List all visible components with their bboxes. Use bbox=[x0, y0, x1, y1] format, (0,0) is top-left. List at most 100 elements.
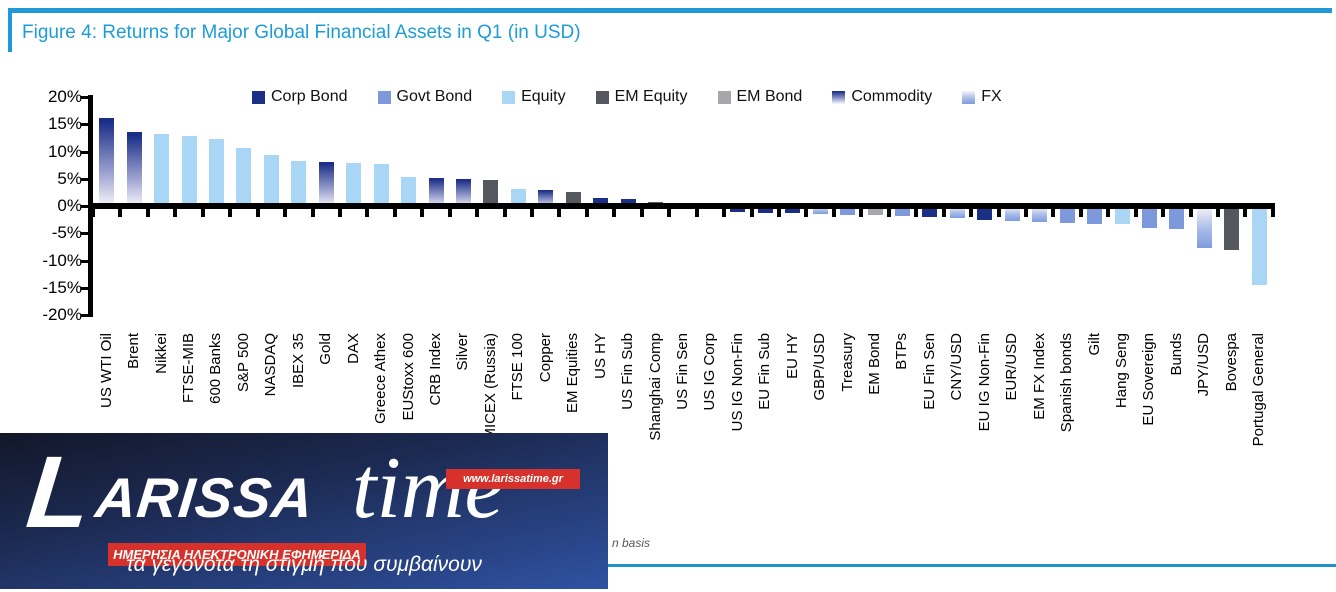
bar-600-banks bbox=[208, 138, 224, 208]
x-tick-mark bbox=[886, 209, 891, 217]
bar-gbp-usd bbox=[812, 206, 828, 214]
bar-hang-seng bbox=[1114, 206, 1130, 225]
legend-item-fx: FX bbox=[962, 88, 1002, 106]
x-axis-label: US IG Corp bbox=[701, 333, 719, 411]
x-axis-label: CNY/USD bbox=[948, 333, 966, 401]
x-axis-label: US IG Non-Fin bbox=[728, 333, 746, 432]
logo-tagline: τα γεγονότα τη στιγμή που συμβαίνουν bbox=[126, 553, 482, 576]
x-tick-mark bbox=[365, 209, 370, 217]
legend-swatch-govt bbox=[377, 90, 391, 104]
x-tick-mark bbox=[1243, 209, 1248, 217]
x-tick-mark bbox=[1023, 209, 1028, 217]
x-axis-label: EU HY bbox=[783, 333, 801, 379]
y-tick-label: -20% bbox=[42, 305, 82, 324]
larissatime-watermark-logo: L ARISSA time www.larissatime.gr ΗΜΕΡΗΣΙ… bbox=[0, 433, 608, 589]
legend-label: Corp Bond bbox=[271, 88, 348, 105]
bar-eustoxx-600 bbox=[401, 176, 417, 208]
x-tick-mark bbox=[145, 209, 150, 217]
bar-btps bbox=[894, 206, 910, 216]
bar-eur-usd bbox=[1004, 206, 1020, 222]
x-tick-mark bbox=[969, 209, 974, 217]
bar-cny-usd bbox=[949, 206, 965, 218]
x-tick-mark bbox=[1188, 209, 1193, 217]
x-tick-mark bbox=[941, 209, 946, 217]
y-tick-label: 15% bbox=[47, 114, 82, 134]
x-tick-mark bbox=[777, 209, 781, 217]
x-tick-mark bbox=[200, 209, 205, 217]
x-tick-mark bbox=[996, 209, 1001, 217]
figure-bottom-border bbox=[8, 564, 1336, 567]
figure-top-border bbox=[8, 8, 1332, 13]
figure-title: Figure 4: Returns for Major Global Finan… bbox=[22, 22, 581, 43]
x-tick-mark bbox=[530, 209, 535, 217]
x-tick-mark bbox=[310, 209, 315, 217]
x-axis-label: Portugal General bbox=[1250, 333, 1268, 447]
x-axis-label: EU Sovereign bbox=[1140, 333, 1158, 426]
x-tick-mark bbox=[502, 209, 507, 217]
bar-gold bbox=[318, 161, 334, 208]
x-axis-label: Bovespa bbox=[1222, 333, 1240, 392]
x-tick-mark bbox=[722, 209, 727, 217]
x-axis-label: US Fin Sen bbox=[673, 333, 691, 410]
y-tick-mark bbox=[81, 232, 88, 236]
y-tick-label: 5% bbox=[57, 168, 82, 188]
x-axis-label: EUR/USD bbox=[1003, 333, 1021, 401]
x-tick-mark bbox=[392, 209, 397, 217]
bar-ibex-35 bbox=[291, 161, 307, 208]
x-axis-label: BTPs bbox=[893, 333, 911, 370]
x-tick-mark bbox=[667, 209, 672, 217]
bar-eu-fin-sub bbox=[757, 206, 773, 213]
x-tick-mark bbox=[228, 209, 233, 217]
logo-brand-text: ARISSA bbox=[92, 466, 317, 529]
bar-bunds bbox=[1169, 206, 1185, 230]
bar-micex-russia- bbox=[483, 180, 499, 208]
y-tick-mark bbox=[81, 314, 88, 317]
x-axis-label: Spanish bonds bbox=[1058, 333, 1076, 433]
x-tick-mark bbox=[694, 209, 699, 217]
logo-initial-letter: L bbox=[22, 435, 97, 549]
chart-legend: Corp Bond Govt Bond Equity EM Equity EM Bond… bbox=[252, 88, 1002, 106]
logo-website-url: www.larissatime.gr bbox=[446, 469, 580, 489]
x-tick-mark bbox=[749, 209, 754, 217]
x-axis-label: EU IG Non-Fin bbox=[975, 333, 993, 432]
x-tick-mark bbox=[420, 209, 425, 217]
x-tick-mark bbox=[804, 209, 809, 217]
bar-eu-ig-non-fin bbox=[977, 206, 993, 220]
legend-swatch-commodity bbox=[832, 90, 846, 104]
bar-brent bbox=[126, 132, 142, 208]
x-axis-label: Gilt bbox=[1085, 333, 1103, 356]
x-axis-label: Shanghai Comp bbox=[646, 333, 664, 441]
x-tick-mark bbox=[91, 209, 95, 217]
logo-subtitle-band: ΗΜΕΡΗΣΙΑ ΗΛΕΚΤΡΟΝΙΚΗ ΕΦΗΜΕΡΙΔΑ bbox=[108, 543, 366, 566]
legend-item-embond: EM Bond bbox=[717, 88, 802, 106]
legend-label: Govt Bond bbox=[396, 88, 473, 105]
legend-swatch-embond bbox=[717, 90, 731, 104]
bar-us-ig-non-fin bbox=[730, 206, 746, 213]
x-tick-mark bbox=[1161, 209, 1166, 217]
x-tick-mark bbox=[475, 209, 480, 217]
x-tick-mark bbox=[1270, 209, 1275, 217]
y-tick-mark bbox=[81, 150, 88, 154]
bar-gilt bbox=[1087, 206, 1103, 224]
legend-swatch-equity bbox=[502, 90, 516, 104]
source-footnote-fragment: n basis bbox=[612, 536, 651, 550]
logo-script-text: time bbox=[352, 440, 504, 537]
bar-crb-index bbox=[428, 177, 444, 208]
x-axis-label: Hang Seng bbox=[1113, 333, 1130, 409]
x-axis-label: Treasury bbox=[838, 333, 856, 392]
legend-label: FX bbox=[981, 88, 1002, 105]
legend-item-commodity: Commodity bbox=[832, 88, 932, 106]
bar-em-fx-index bbox=[1032, 206, 1048, 222]
x-tick-mark bbox=[557, 209, 562, 217]
bar-silver bbox=[455, 179, 471, 208]
x-tick-mark bbox=[1106, 209, 1111, 217]
x-axis-label: US Fin Sub bbox=[619, 333, 637, 410]
x-tick-mark bbox=[173, 209, 178, 217]
x-tick-mark bbox=[612, 209, 617, 217]
x-axis-line bbox=[88, 203, 1275, 209]
legend-label: Equity bbox=[521, 88, 566, 105]
x-tick-mark bbox=[584, 209, 589, 217]
legend-item-emequity: EM Equity bbox=[595, 88, 688, 106]
x-axis-label: EM FX Index bbox=[1030, 333, 1048, 420]
x-tick-mark bbox=[283, 209, 288, 217]
